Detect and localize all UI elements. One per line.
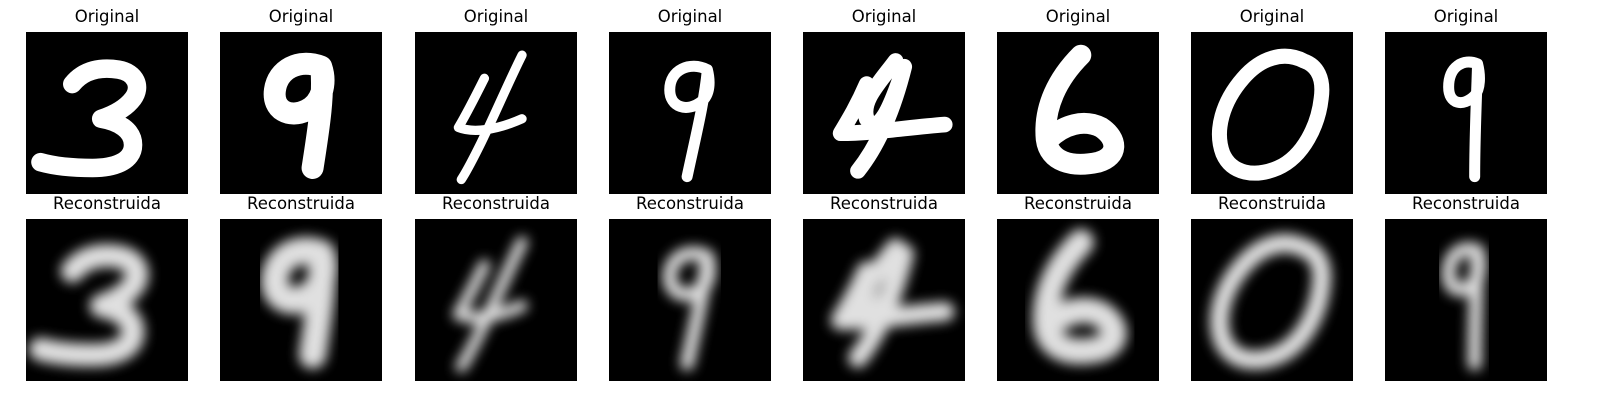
- digit-strokes: [1443, 56, 1485, 183]
- digit-strokes: [452, 236, 528, 373]
- panel-title: Original: [851, 7, 917, 26]
- reconstructed-digit-image: [1191, 219, 1353, 381]
- digit-strokes: [1441, 242, 1487, 371]
- panel-title: Original: [1433, 7, 1499, 26]
- panel-title: Original: [463, 7, 529, 26]
- digit-6-drawing: [997, 219, 1159, 381]
- panel-title: Reconstruida: [636, 194, 744, 213]
- digit-strokes: [28, 244, 149, 367]
- panel-title: Original: [1045, 7, 1111, 26]
- reconstructed-digit-image: [609, 219, 771, 381]
- original-digit-image: [415, 32, 577, 194]
- panel-title: Reconstruida: [442, 194, 550, 213]
- original-digit-image: [997, 32, 1159, 194]
- digit-strokes: [832, 53, 953, 179]
- digit-strokes: [453, 50, 527, 185]
- digit-strokes: [1212, 48, 1330, 181]
- digit-strokes: [830, 238, 955, 368]
- digit-4-drawing: [415, 219, 577, 381]
- original-digit-image: [803, 32, 965, 194]
- digit-strokes: [31, 59, 147, 178]
- reconstructed-digit-image: [1385, 219, 1547, 381]
- digit-6-drawing: [997, 32, 1159, 194]
- digit-strokes: [1035, 44, 1125, 175]
- original-digit-image: [220, 32, 382, 194]
- panel-title: Reconstruida: [1218, 194, 1326, 213]
- digit-strokes: [261, 237, 338, 369]
- reconstructed-digit-image: [997, 219, 1159, 381]
- digit-strokes: [1210, 233, 1332, 370]
- digit-9-drawing: [1385, 219, 1547, 381]
- panel-title: Original: [268, 7, 334, 26]
- panel-title: Original: [74, 7, 140, 26]
- digit-9-drawing: [220, 219, 382, 381]
- reconstructed-digit-image: [26, 219, 188, 381]
- reconstructed-digit-image: [220, 219, 382, 381]
- digit-0-drawing: [1191, 32, 1353, 194]
- original-digit-image: [26, 32, 188, 194]
- digit-4-drawing: [803, 32, 965, 194]
- digit-strokes: [1032, 229, 1127, 365]
- reconstructed-digit-image: [415, 219, 577, 381]
- original-digit-image: [609, 32, 771, 194]
- reconstructed-digit-image: [803, 219, 965, 381]
- digit-strokes: [662, 246, 716, 371]
- digit-4-drawing: [803, 219, 965, 381]
- original-digit-image: [1191, 32, 1353, 194]
- digit-0-drawing: [1191, 219, 1353, 381]
- digit-3-drawing: [26, 32, 188, 194]
- digit-9-drawing: [609, 32, 771, 194]
- panel-title: Original: [1239, 7, 1305, 26]
- panel-title: Reconstruida: [830, 194, 938, 213]
- digit-9-drawing: [609, 219, 771, 381]
- panel-title: Reconstruida: [1412, 194, 1520, 213]
- digit-3-drawing: [26, 219, 188, 381]
- panel-title: Reconstruida: [1024, 194, 1132, 213]
- digit-9-drawing: [1385, 32, 1547, 194]
- original-digit-image: [1385, 32, 1547, 194]
- panel-title: Reconstruida: [247, 194, 355, 213]
- digit-strokes: [263, 52, 335, 179]
- panel-title: Original: [657, 7, 723, 26]
- digit-strokes: [664, 60, 715, 183]
- panel-title: Reconstruida: [53, 194, 161, 213]
- digit-4-drawing: [415, 32, 577, 194]
- digit-9-drawing: [220, 32, 382, 194]
